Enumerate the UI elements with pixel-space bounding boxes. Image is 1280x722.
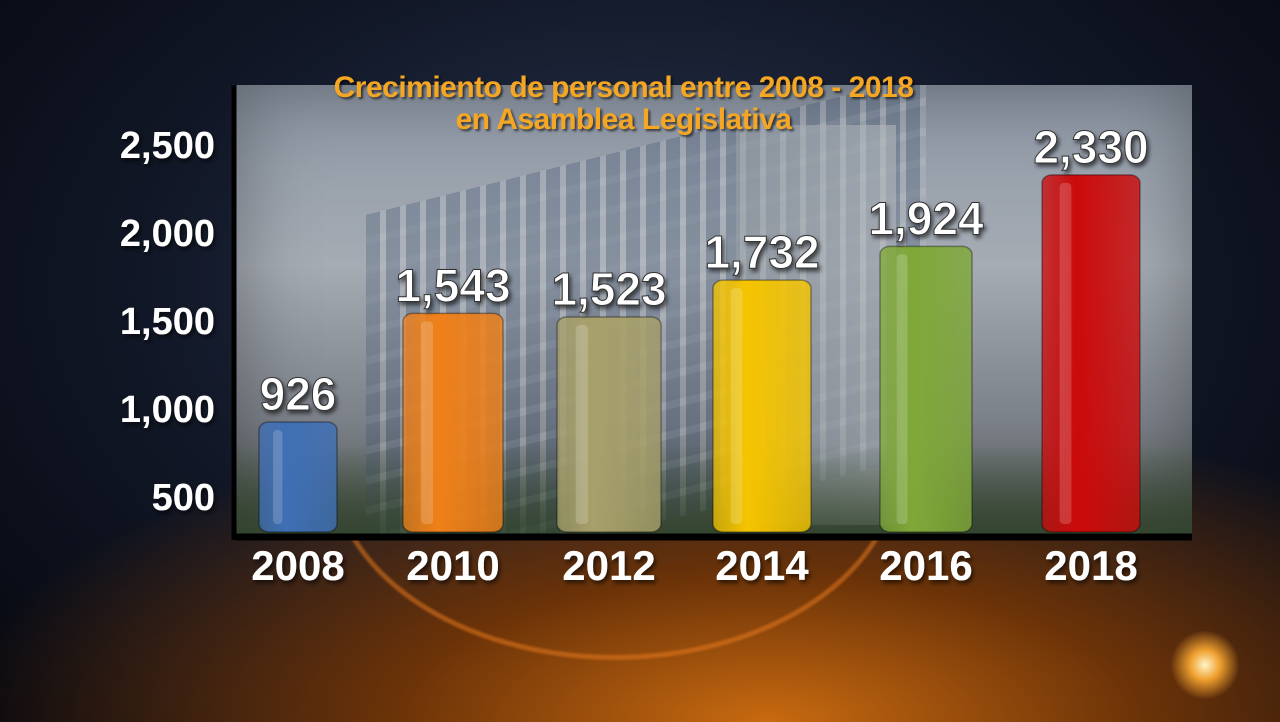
bar-2012	[556, 316, 662, 533]
bar-highlight	[1059, 182, 1072, 525]
lens-flare	[1170, 630, 1240, 700]
y-tick-label: 1,500	[120, 301, 215, 343]
data-label-2012: 1,523	[551, 263, 666, 315]
bar-2008	[258, 421, 338, 533]
y-tick-label: 2,500	[120, 125, 215, 167]
bar-2018	[1041, 174, 1141, 533]
chart-title: Crecimiento de personal entre 2008 - 201…	[236, 72, 1011, 136]
bar-highlight	[273, 430, 283, 524]
data-label-2016: 1,924	[868, 192, 984, 244]
chart-title-line2: en Asamblea Legislativa	[455, 103, 792, 136]
bar-2014	[712, 279, 812, 533]
data-label-2018: 2,330	[1033, 121, 1148, 173]
x-tick-label-2018: 2018	[1044, 542, 1137, 589]
y-tick-label: 500	[152, 477, 215, 519]
data-label-2010: 1,543	[395, 259, 510, 311]
data-label-2008: 926	[260, 368, 337, 420]
bar-highlight	[896, 254, 908, 524]
chart-title-line1: Crecimiento de personal entre 2008 - 201…	[333, 71, 914, 104]
x-tick-label-2008: 2008	[251, 542, 344, 589]
y-tick-label: 1,000	[120, 389, 215, 431]
bar-highlight	[421, 321, 433, 524]
data-label-2014: 1,732	[704, 226, 819, 278]
bar-2016	[879, 245, 973, 533]
bar-highlight	[730, 288, 743, 524]
y-tick-label: 2,000	[120, 213, 215, 255]
x-tick-label-2010: 2010	[406, 542, 499, 589]
bar-highlight	[575, 324, 589, 524]
bar-2010	[402, 312, 504, 533]
x-tick-label-2014: 2014	[715, 542, 809, 589]
x-tick-label-2012: 2012	[562, 542, 655, 589]
x-tick-label-2016: 2016	[879, 542, 972, 589]
